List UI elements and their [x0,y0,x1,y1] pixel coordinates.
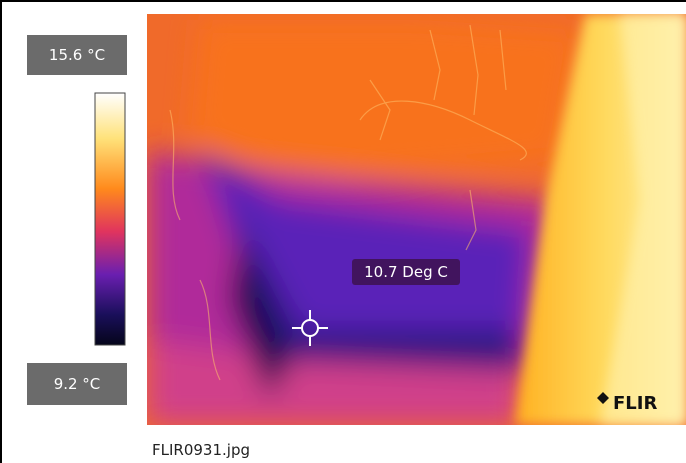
thermal-image: 10.7 Deg C FLIR [147,14,686,425]
color-scale [95,93,125,345]
spot-label: 10.7 Deg C [364,263,448,281]
thermal-screenshot: 10.7 Deg C FLIR 15.6 °C 9.2 °C FLIR0931.… [0,0,686,463]
logo: FLIR [613,393,657,414]
max-label: 15.6 °C [49,46,105,64]
caption: FLIR0931.jpg [152,441,250,459]
min-label: 9.2 °C [54,375,101,393]
